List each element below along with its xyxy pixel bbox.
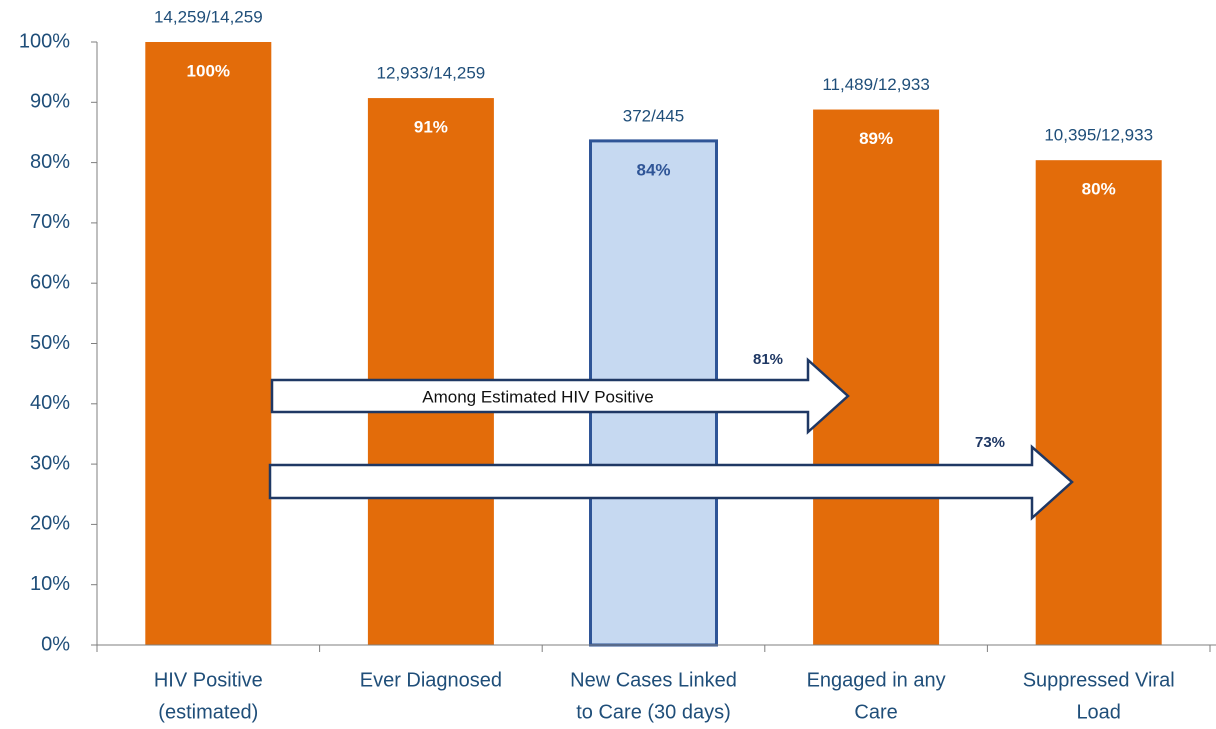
y-tick-label: 60% <box>30 271 70 293</box>
value-label: 84% <box>636 160 670 179</box>
value-label: 91% <box>414 118 448 137</box>
fraction-label: 14,259/14,259 <box>154 7 263 26</box>
arrow <box>268 444 1074 521</box>
y-tick-label: 30% <box>30 452 70 474</box>
x-tick-label: New Cases Linked <box>570 669 737 691</box>
value-label: 80% <box>1082 180 1116 199</box>
y-tick-label: 10% <box>30 573 70 595</box>
bar <box>813 109 940 645</box>
fraction-label: 10,395/12,933 <box>1044 126 1153 145</box>
y-tick-label: 0% <box>41 633 70 655</box>
x-tick-label: Load <box>1076 701 1121 723</box>
bar <box>145 42 272 645</box>
arrow <box>270 357 850 435</box>
x-tick-label: Engaged in any <box>807 669 946 691</box>
x-tick-label: Care <box>854 701 897 723</box>
x-tick-label: (estimated) <box>158 701 258 723</box>
fraction-label: 372/445 <box>623 106 684 125</box>
fraction-label: 12,933/14,259 <box>377 64 486 83</box>
value-label: 100% <box>187 61 230 80</box>
y-tick-label: 90% <box>30 91 70 113</box>
bar <box>367 98 494 646</box>
y-tick-label: 80% <box>30 151 70 173</box>
y-tick-label: 100% <box>19 30 70 52</box>
bar <box>1035 160 1162 646</box>
annotation: Among Estimated HIV Positive <box>422 387 653 406</box>
y-tick-label: 40% <box>30 392 70 414</box>
value-label: 89% <box>859 129 893 148</box>
x-tick-label: HIV Positive <box>154 669 263 691</box>
y-tick-label: 50% <box>30 332 70 354</box>
annotation: 81% <box>753 351 783 368</box>
y-tick-label: 20% <box>30 513 70 535</box>
x-tick-label: Ever Diagnosed <box>360 669 502 691</box>
x-tick-label: Suppressed Viral <box>1023 669 1175 691</box>
annotation: 73% <box>975 434 1005 451</box>
y-tick-label: 70% <box>30 211 70 233</box>
fraction-label: 11,489/12,933 <box>822 75 929 94</box>
x-tick-label: to Care (30 days) <box>576 701 731 723</box>
